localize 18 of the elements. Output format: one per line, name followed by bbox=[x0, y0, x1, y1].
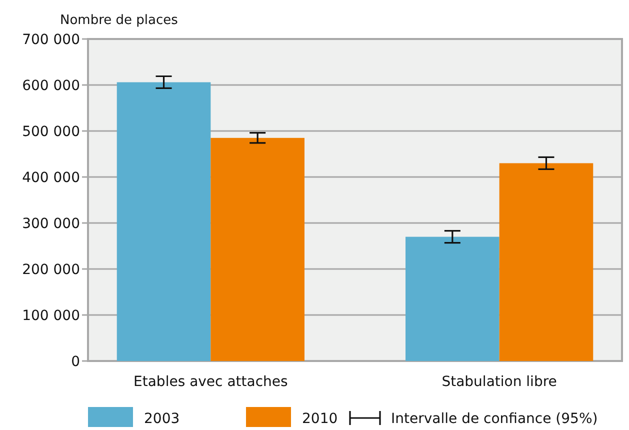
y-tick-label: 100 000 bbox=[22, 308, 80, 324]
y-tick-label: 600 000 bbox=[22, 78, 80, 94]
y-tick-label: 700 000 bbox=[22, 32, 80, 48]
y-tick-label: 400 000 bbox=[22, 170, 80, 186]
x-tick-label: Stabulation libre bbox=[442, 374, 557, 390]
y-tick-label: 0 bbox=[71, 354, 80, 370]
bar bbox=[210, 138, 304, 361]
y-tick-label: 300 000 bbox=[22, 216, 80, 232]
bar bbox=[116, 82, 211, 361]
y-tick-label: 500 000 bbox=[22, 124, 80, 140]
x-tick-label: Etables avec attaches bbox=[134, 374, 288, 390]
y-tick-label: 200 000 bbox=[22, 262, 80, 278]
legend-label: 2010 bbox=[302, 410, 338, 427]
y-axis-title: Nombre de places bbox=[60, 13, 178, 28]
text: Intervalle de confiance (95%) bbox=[391, 410, 598, 427]
bar bbox=[406, 236, 500, 361]
bar bbox=[499, 163, 594, 361]
legend-label: 2003 bbox=[144, 410, 180, 427]
